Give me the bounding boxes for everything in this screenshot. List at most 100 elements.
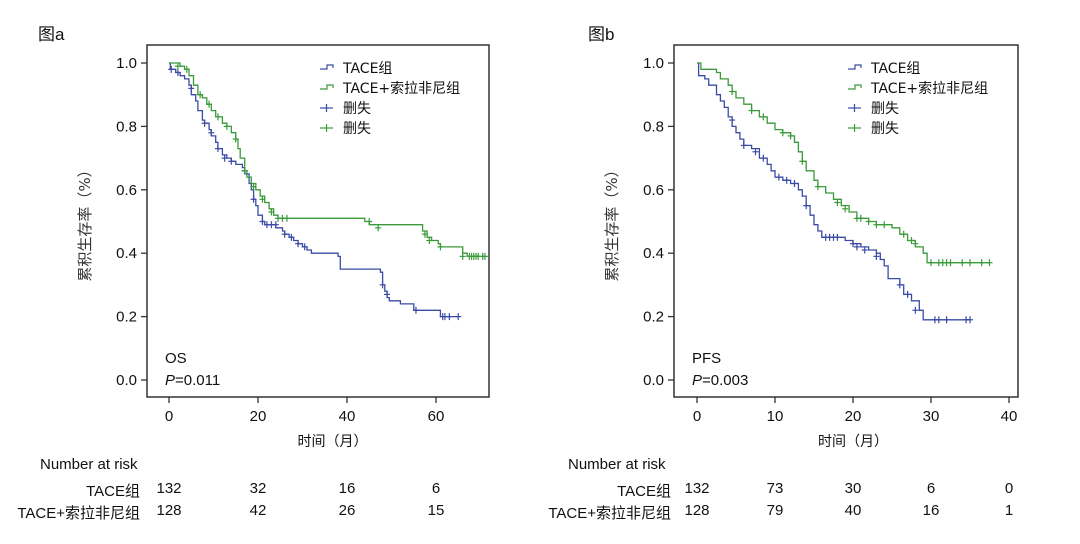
censor-mark bbox=[912, 306, 919, 314]
survival-curve-tace bbox=[697, 62, 970, 321]
censor-mark bbox=[943, 316, 950, 324]
censor-mark bbox=[295, 240, 302, 248]
censor-mark bbox=[281, 230, 288, 238]
endpoint-label: OS bbox=[165, 350, 187, 367]
censor-mark bbox=[232, 135, 239, 143]
y-tick-label: 0.6 bbox=[116, 182, 137, 199]
x-tick-label: 0 bbox=[165, 408, 173, 425]
censor-mark bbox=[857, 214, 864, 222]
legend-item: TACE+索拉非尼组 bbox=[320, 80, 460, 97]
censor-mark bbox=[803, 202, 810, 210]
censor-mark bbox=[783, 176, 790, 184]
censor-mark bbox=[861, 246, 868, 254]
risk-value: 1 bbox=[1004, 502, 1014, 519]
risk-value: 79 bbox=[766, 502, 784, 519]
censor-mark bbox=[201, 119, 208, 127]
censor-mark bbox=[272, 221, 279, 229]
censor-mark bbox=[223, 122, 230, 130]
risk-table-title: Number at risk bbox=[568, 456, 666, 473]
censor-mark bbox=[853, 243, 860, 251]
censor-mark bbox=[935, 316, 942, 324]
censor-mark bbox=[379, 281, 386, 289]
censor-mark bbox=[947, 259, 954, 267]
legend-item: 删失 bbox=[848, 121, 899, 137]
risk-row-label: TACE+索拉非尼组 bbox=[548, 505, 671, 522]
legend-label: 删失 bbox=[343, 101, 371, 117]
censor-mark bbox=[850, 240, 856, 248]
risk-value: 132 bbox=[156, 480, 182, 497]
risk-value: 30 bbox=[844, 480, 862, 497]
legend-step-icon bbox=[848, 84, 862, 90]
x-tick-label: 0 bbox=[693, 408, 701, 425]
p-value: P=0.011 bbox=[165, 372, 220, 389]
censor-mark bbox=[259, 218, 266, 225]
risk-value: 6 bbox=[431, 480, 441, 497]
y-tick-label: 1.0 bbox=[643, 55, 664, 72]
risk-value: 0 bbox=[1004, 480, 1014, 497]
censor-mark bbox=[375, 224, 382, 232]
censor-mark bbox=[775, 173, 782, 181]
panel-label-a: 图a bbox=[38, 25, 65, 44]
censor-mark bbox=[959, 259, 966, 267]
censor-mark bbox=[748, 107, 755, 115]
censor-mark bbox=[873, 221, 880, 229]
plot-frame bbox=[146, 44, 490, 398]
y-axis-label: 累积生存率（%） bbox=[603, 162, 621, 281]
censor-mark bbox=[729, 116, 736, 124]
censor-mark bbox=[412, 306, 419, 314]
censor-mark bbox=[384, 290, 391, 298]
x-tick-label: 60 bbox=[428, 408, 445, 425]
censor-mark bbox=[904, 290, 911, 298]
censor-mark bbox=[241, 167, 248, 175]
y-tick-label: 0.4 bbox=[116, 245, 137, 262]
legend-step-icon bbox=[320, 64, 334, 70]
y-axis-label: 累积生存率（%） bbox=[76, 162, 94, 281]
censor-mark bbox=[250, 183, 257, 191]
legend-label: TACE组 bbox=[342, 61, 392, 77]
censor-mark bbox=[865, 218, 872, 225]
censor-mark bbox=[174, 69, 181, 77]
censor-mark bbox=[259, 195, 266, 203]
censor-mark bbox=[760, 154, 767, 162]
legend-item: TACE组 bbox=[320, 61, 392, 77]
y-tick-label: 1.0 bbox=[116, 55, 137, 72]
y-tick-label: 0.0 bbox=[116, 372, 137, 389]
legend-label: 删失 bbox=[871, 101, 899, 117]
censor-mark bbox=[752, 148, 759, 156]
risk-value: 32 bbox=[249, 480, 267, 497]
censor-mark bbox=[174, 62, 181, 70]
censor-mark bbox=[197, 91, 204, 99]
x-tick-label: 40 bbox=[1001, 408, 1018, 425]
censor-mark bbox=[426, 237, 433, 245]
y-tick-label: 0.6 bbox=[643, 182, 664, 199]
risk-value: 40 bbox=[844, 502, 862, 519]
censor-mark bbox=[268, 208, 275, 216]
censor-mark bbox=[168, 65, 175, 73]
y-tick-label: 0.8 bbox=[643, 118, 664, 135]
risk-value: 42 bbox=[249, 502, 267, 519]
y-tick-label: 0.0 bbox=[643, 372, 664, 389]
legend-step-icon bbox=[848, 64, 862, 70]
censor-mark bbox=[896, 281, 903, 289]
x-tick-label: 10 bbox=[767, 408, 784, 425]
censor-mark bbox=[912, 240, 919, 248]
censor-mark bbox=[834, 233, 841, 241]
censor-mark bbox=[208, 129, 215, 137]
censor-mark bbox=[283, 214, 290, 222]
censor-mark bbox=[814, 183, 821, 191]
censor-mark bbox=[459, 252, 466, 260]
risk-row-label: TACE组 bbox=[86, 483, 140, 500]
legend-label: TACE组 bbox=[870, 61, 920, 77]
x-tick-label: 40 bbox=[339, 408, 356, 425]
y-tick-label: 0.2 bbox=[116, 309, 137, 326]
risk-value: 15 bbox=[427, 502, 445, 519]
legend-item: TACE+索拉非尼组 bbox=[848, 80, 988, 97]
censor-mark bbox=[421, 230, 428, 238]
x-tick-label: 30 bbox=[923, 408, 940, 425]
censor-mark bbox=[288, 233, 295, 241]
x-axis-label: 时间（月） bbox=[298, 434, 368, 450]
censor-mark bbox=[228, 157, 235, 165]
y-tick-label: 0.4 bbox=[643, 245, 664, 262]
legend-label: TACE+索拉非尼组 bbox=[870, 80, 988, 97]
